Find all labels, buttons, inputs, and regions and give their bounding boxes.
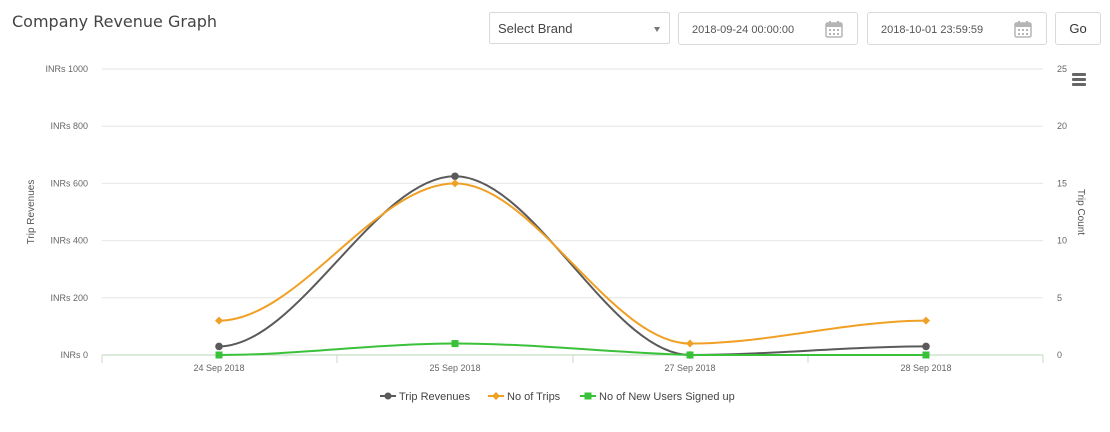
chevron-down-icon [654, 27, 660, 32]
legend-marker [492, 392, 500, 400]
y-left-axis-title: Trip Revenues [26, 180, 37, 245]
x-tick-label: 28 Sep 2018 [900, 363, 951, 373]
y-right-axis-title: Trip Count [1075, 189, 1086, 236]
brand-select-value: Select Brand [498, 21, 573, 36]
y-right-tick-label: 15 [1057, 178, 1067, 188]
y-right-tick-label: 25 [1057, 64, 1067, 74]
data-point [215, 351, 223, 359]
series-line [218, 342, 926, 356]
y-right-tick-label: 0 [1057, 350, 1062, 360]
hamburger-menu-icon[interactable] [1070, 71, 1088, 87]
x-tick-label: 25 Sep 2018 [429, 363, 480, 373]
y-left-tick-label: INRs 0 [60, 350, 88, 360]
legend-marker [384, 392, 392, 400]
data-point [686, 339, 694, 348]
x-tick-label: 27 Sep 2018 [664, 363, 715, 373]
legend-item-label[interactable]: No of Trips [507, 391, 561, 403]
data-point [922, 351, 930, 359]
x-tick-label: 24 Sep 2018 [193, 363, 244, 373]
series-line [218, 182, 927, 345]
calendar-icon[interactable] [825, 20, 843, 38]
to-date-value: 2018-10-01 23:59:59 [881, 24, 984, 36]
y-left-tick-label: INRs 400 [50, 236, 88, 246]
series-line [218, 175, 927, 357]
legend-item-label[interactable]: No of New Users Signed up [599, 391, 735, 403]
to-date-input[interactable]: 2018-10-01 23:59:59 [867, 12, 1047, 45]
y-left-tick-label: INRs 200 [50, 293, 88, 303]
data-point [215, 316, 223, 325]
y-right-tick-label: 5 [1057, 293, 1062, 303]
y-right-tick-label: 10 [1057, 236, 1067, 246]
y-left-tick-label: INRs 1000 [45, 64, 88, 74]
data-point [215, 342, 223, 351]
data-point [922, 342, 930, 351]
legend-item-label[interactable]: Trip Revenues [399, 391, 471, 403]
go-button[interactable]: Go [1055, 12, 1101, 45]
calendar-icon[interactable] [1014, 20, 1032, 38]
y-left-tick-label: INRs 800 [50, 121, 88, 131]
data-point [451, 172, 459, 181]
brand-select[interactable]: Select Brand [489, 12, 670, 44]
data-point [922, 316, 930, 325]
page-title: Company Revenue Graph [12, 12, 218, 31]
data-point [686, 351, 694, 359]
from-date-input[interactable]: 2018-09-24 00:00:00 [678, 12, 858, 45]
from-date-value: 2018-09-24 00:00:00 [692, 24, 795, 36]
legend-marker [584, 392, 592, 400]
data-point [451, 179, 459, 188]
y-left-tick-label: INRs 600 [50, 178, 88, 188]
y-right-tick-label: 20 [1057, 121, 1067, 131]
data-point [451, 340, 459, 348]
